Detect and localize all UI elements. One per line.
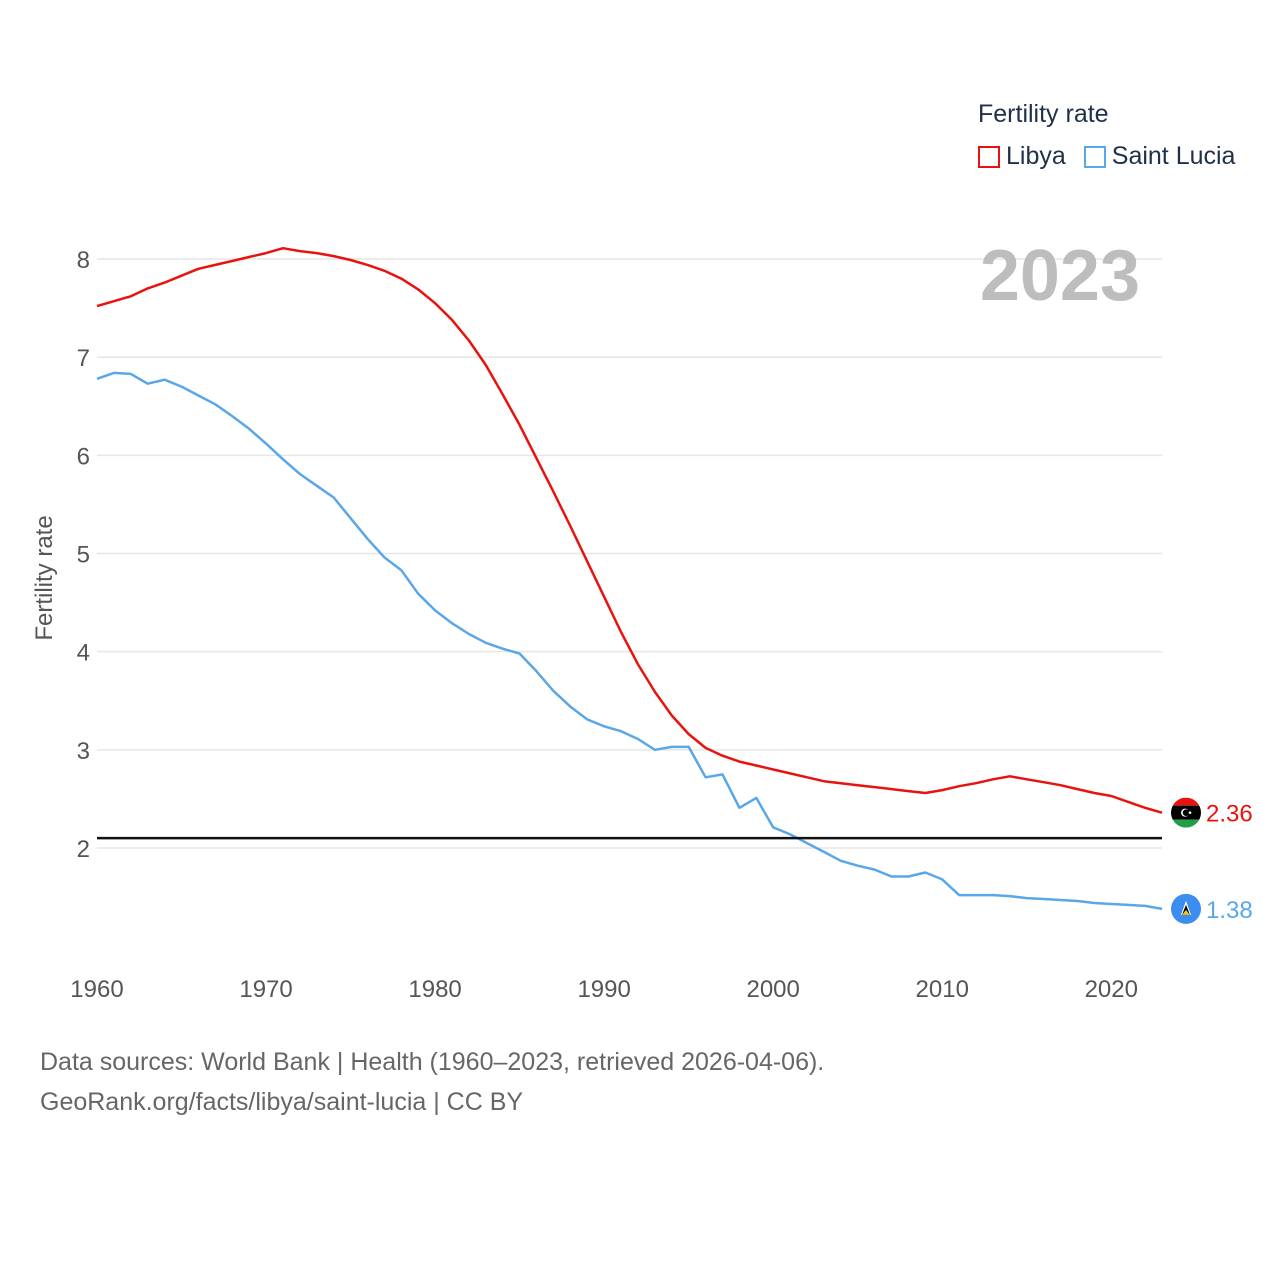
year-label: 2023: [980, 236, 1140, 316]
data-source-text: Data sources: World Bank | Health (1960–…: [40, 1048, 825, 1076]
gridlines: [97, 258, 1162, 849]
y-tick-label: 8: [77, 247, 90, 274]
legend-item-libya[interactable]: Libya: [978, 142, 1066, 171]
y-tick-label: 3: [77, 738, 90, 765]
x-tick-label: 2000: [746, 976, 799, 1003]
end-value-label-libya: 2.36: [1206, 801, 1253, 828]
y-tick-label: 2: [77, 836, 90, 863]
legend-item-saint-lucia[interactable]: Saint Lucia: [1083, 142, 1236, 171]
legend-swatch-saint-lucia: [1083, 145, 1106, 168]
legend-swatch-libya: [978, 145, 1000, 168]
y-tick-label: 4: [77, 640, 90, 667]
x-tick-label: 1970: [239, 976, 292, 1003]
saint-lucia-flag-icon: [1171, 893, 1201, 924]
y-tick-label: 5: [77, 542, 90, 569]
legend-label-saint-lucia: Saint Lucia: [1111, 142, 1236, 170]
x-tick-label: 1980: [408, 976, 461, 1003]
y-axis-label: Fertility rate: [31, 515, 58, 640]
x-tick-label: 2020: [1085, 976, 1138, 1003]
series-lines: [96, 246, 1163, 911]
series-line-saint-lucia[interactable]: [96, 371, 1163, 911]
end-value-label-saint-lucia: 1.38: [1206, 897, 1253, 924]
y-tick-label: 6: [77, 443, 90, 470]
fertility-line-chart: 2 3 4 5 6 7 8 1960 1970 1980 1990 2000 2010 2020 202…: [31, 236, 1253, 1003]
x-tick-label: 1990: [577, 976, 630, 1003]
end-markers: 2.36 1.38: [1171, 797, 1253, 924]
legend-label-libya: Libya: [1006, 142, 1066, 170]
footer: Data sources: World Bank | Health (1960–…: [40, 1042, 824, 1122]
y-axis-ticks: 2 3 4 5 6 7 8: [77, 247, 90, 863]
libya-flag-icon: [1171, 797, 1201, 828]
x-axis-ticks: 1960 1970 1980 1990 2000 2010 2020: [70, 976, 1138, 1003]
legend: Libya Saint Lucia: [978, 142, 1253, 171]
attribution-text: GeoRank.org/facts/libya/saint-lucia | CC…: [40, 1088, 524, 1116]
legend-title: Fertility rate: [978, 100, 1109, 128]
series-line-libya[interactable]: [96, 246, 1163, 814]
y-tick-label: 7: [77, 345, 90, 372]
x-tick-label: 2010: [916, 976, 969, 1003]
x-tick-label: 1960: [70, 976, 123, 1003]
